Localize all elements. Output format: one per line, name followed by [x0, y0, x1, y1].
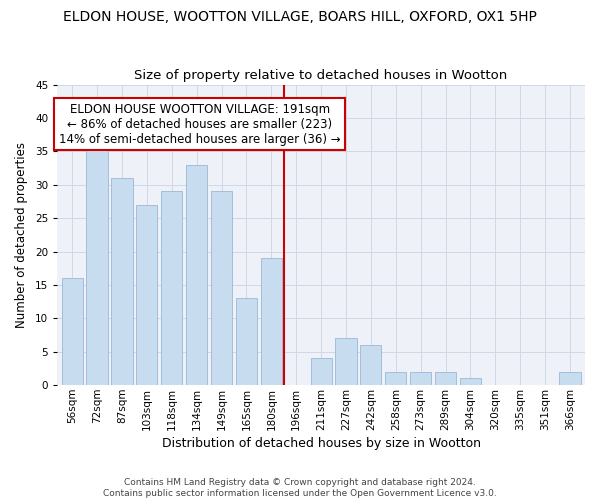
Bar: [410, 372, 431, 385]
Bar: [236, 298, 257, 385]
Bar: [435, 372, 456, 385]
Bar: [186, 164, 207, 385]
Text: ELDON HOUSE WOOTTON VILLAGE: 191sqm
← 86% of detached houses are smaller (223)
1: ELDON HOUSE WOOTTON VILLAGE: 191sqm ← 86…: [59, 102, 341, 146]
Bar: [261, 258, 282, 385]
Bar: [361, 345, 382, 385]
Text: Contains HM Land Registry data © Crown copyright and database right 2024.
Contai: Contains HM Land Registry data © Crown c…: [103, 478, 497, 498]
Y-axis label: Number of detached properties: Number of detached properties: [15, 142, 28, 328]
X-axis label: Distribution of detached houses by size in Wootton: Distribution of detached houses by size …: [161, 437, 481, 450]
Bar: [211, 192, 232, 385]
Bar: [311, 358, 332, 385]
Bar: [62, 278, 83, 385]
Text: ELDON HOUSE, WOOTTON VILLAGE, BOARS HILL, OXFORD, OX1 5HP: ELDON HOUSE, WOOTTON VILLAGE, BOARS HILL…: [63, 10, 537, 24]
Bar: [335, 338, 356, 385]
Title: Size of property relative to detached houses in Wootton: Size of property relative to detached ho…: [134, 69, 508, 82]
Bar: [460, 378, 481, 385]
Bar: [86, 144, 107, 385]
Bar: [559, 372, 581, 385]
Bar: [112, 178, 133, 385]
Bar: [161, 192, 182, 385]
Bar: [136, 205, 157, 385]
Bar: [385, 372, 406, 385]
